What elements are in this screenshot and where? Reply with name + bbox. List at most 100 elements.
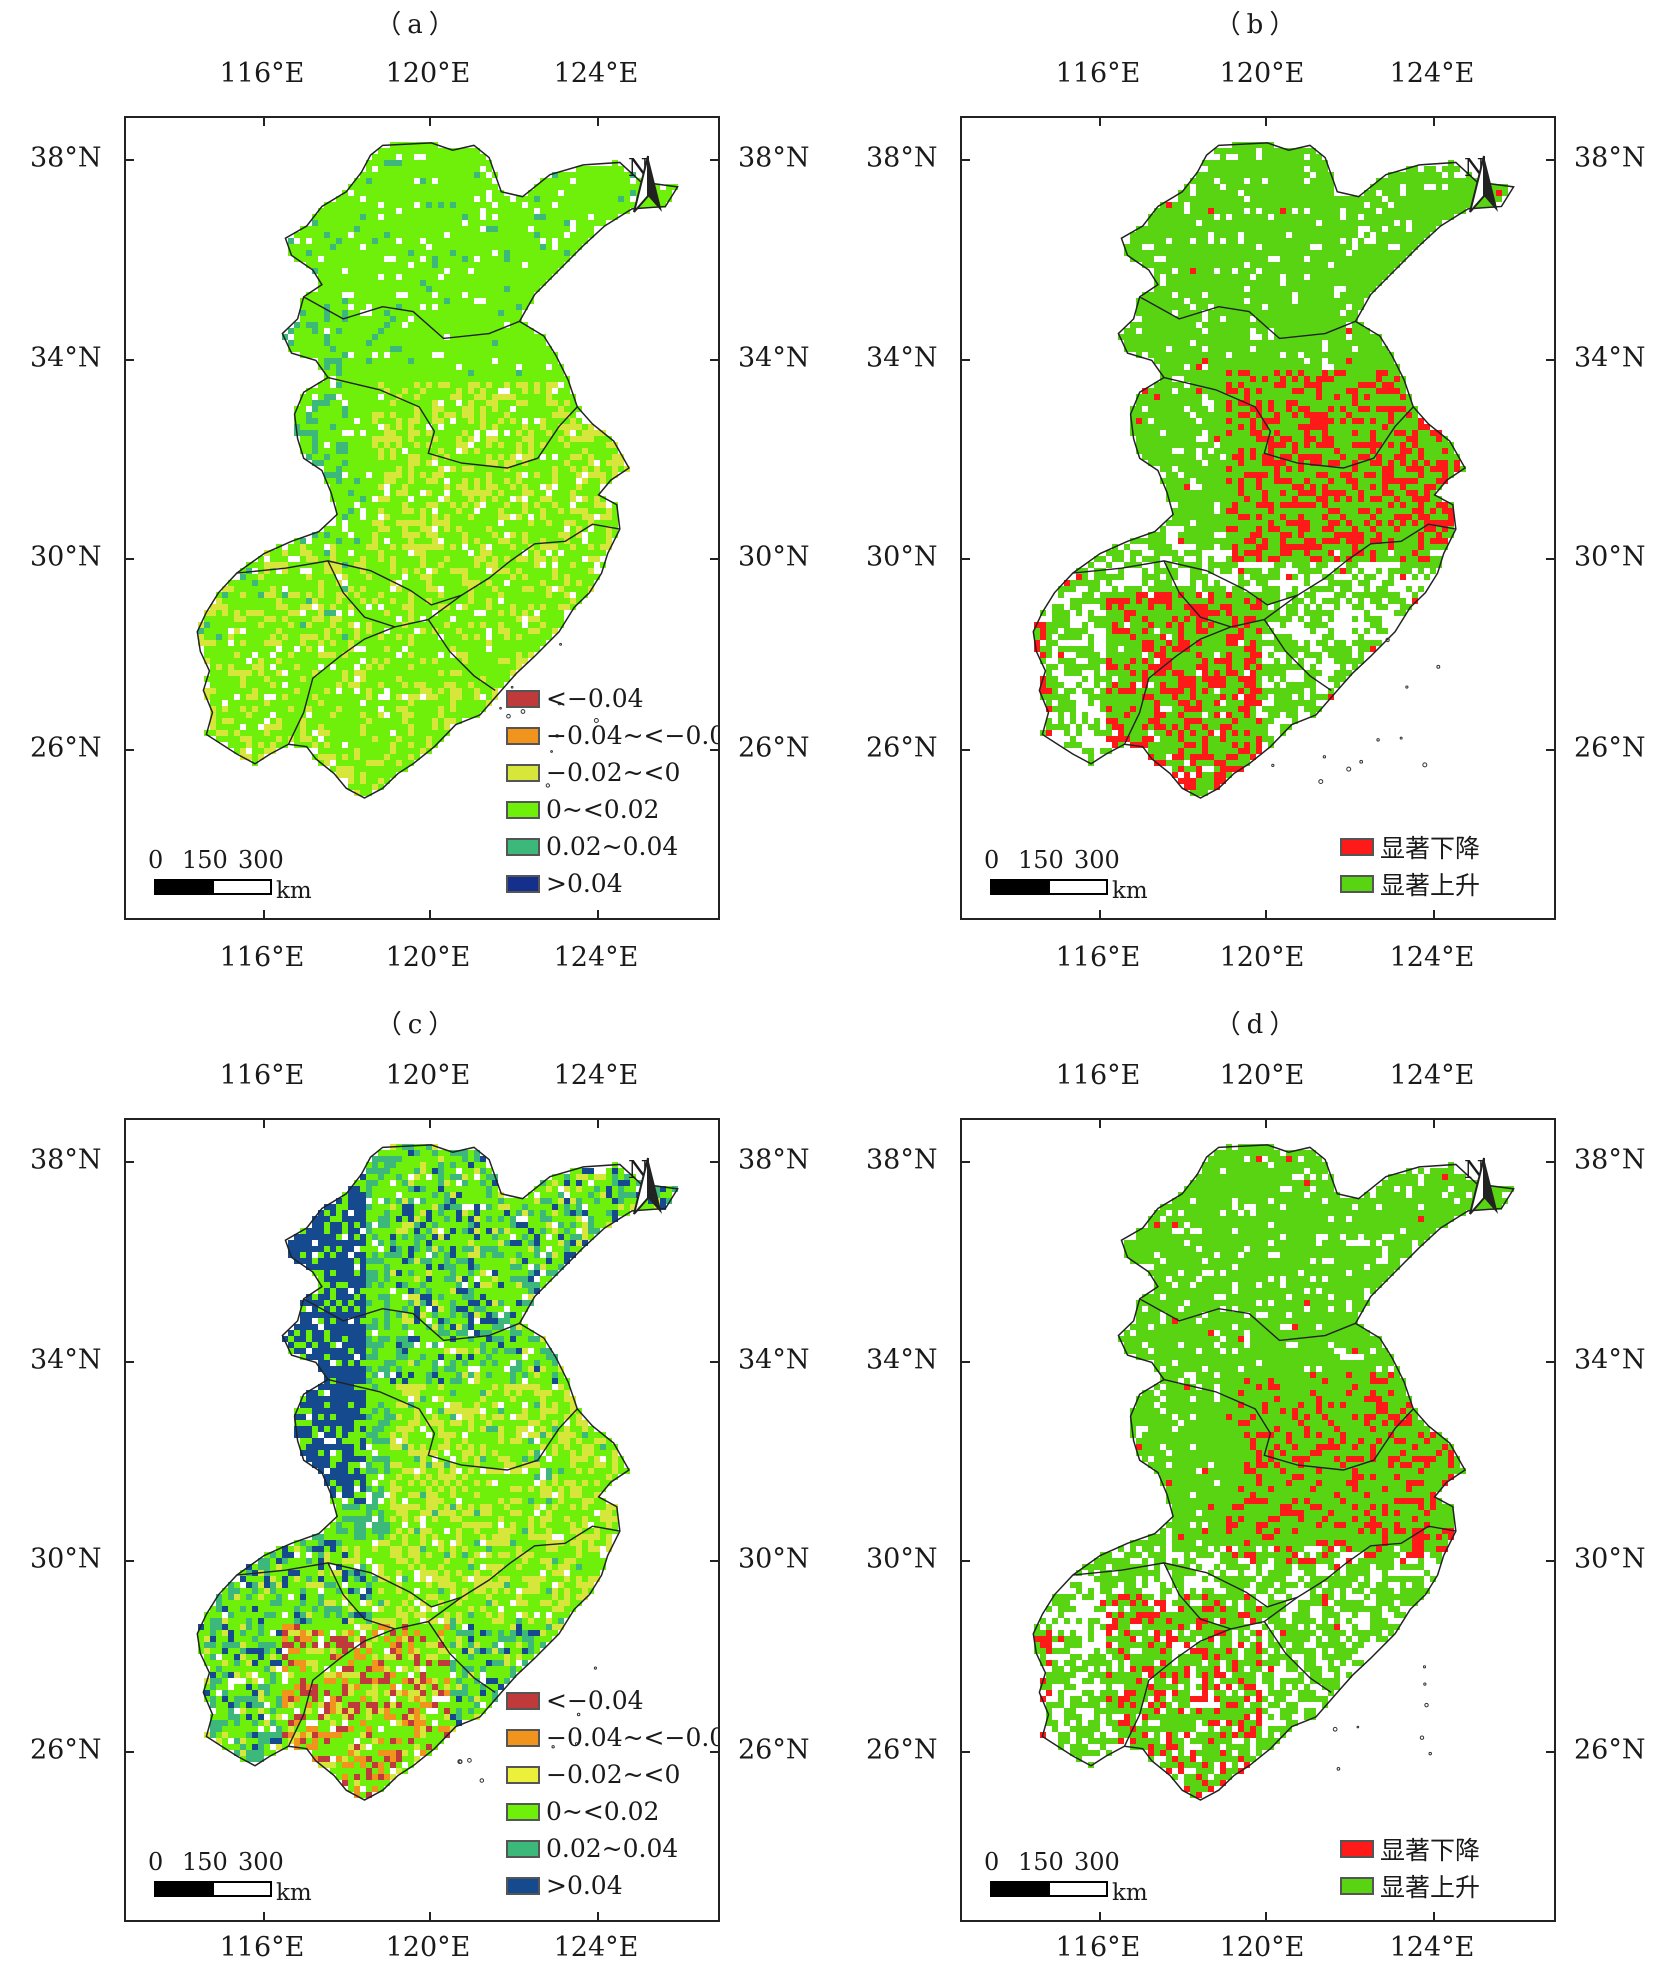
scale-unit: km: [1112, 1880, 1148, 1906]
lat-label-right: 34°N: [1574, 342, 1646, 374]
map-raster: [126, 1120, 718, 1920]
lat-label-left: 30°N: [866, 541, 938, 573]
lat-label-left: 26°N: [866, 732, 938, 764]
lat-label-right: 34°N: [1574, 1344, 1646, 1376]
scale-unit: km: [276, 878, 312, 904]
coastal-island: [551, 1745, 555, 1749]
lat-label-right: 30°N: [1574, 541, 1646, 573]
legend-item: >0.04: [506, 865, 718, 902]
legend-text: 显著上升: [1380, 870, 1481, 900]
north-arrow-icon: [1469, 155, 1498, 213]
lon-label-top: 120°E: [1219, 58, 1305, 89]
coastal-island: [1318, 779, 1324, 785]
lat-label-right: 38°N: [1574, 1144, 1646, 1176]
lat-label-right: 38°N: [1574, 142, 1646, 174]
region-outline: [196, 142, 679, 799]
province-boundary: [303, 1298, 520, 1342]
legend-text: <−0.04: [546, 684, 644, 713]
coastal-island: [1271, 763, 1275, 767]
lon-label-top: 116°E: [219, 1060, 305, 1091]
legend-text: −0.02~<0: [546, 758, 681, 787]
scale-label: 0: [148, 846, 164, 874]
legend-item: −0.04~<−0.02: [506, 717, 718, 754]
legend-item: −0.02~<0: [506, 1756, 718, 1793]
legend-text: 0.02~0.04: [546, 1834, 679, 1863]
coastal-island: [1405, 685, 1409, 689]
province-boundary: [303, 296, 520, 340]
scale-unit: km: [276, 1880, 312, 1906]
map-raster: [126, 118, 718, 918]
panel-label: （d）: [1214, 1010, 1302, 1040]
legend-text: −0.04~<−0.02: [546, 721, 718, 750]
map-frame: N 0 150 300 km 显著下降 显著上升: [960, 1118, 1556, 1922]
legend-text: >0.04: [546, 869, 623, 898]
lon-label-top: 116°E: [1055, 1060, 1141, 1091]
scale-bar: 0 150 300 km: [984, 1848, 1170, 1908]
province-boundary: [1139, 296, 1356, 340]
legend-item: 0~<0.02: [506, 791, 718, 828]
province-boundary: [1163, 1562, 1299, 1630]
legend-item: 显著下降: [1340, 828, 1480, 865]
north-arrow: N: [628, 1156, 662, 1215]
lat-label-right: 38°N: [738, 1144, 810, 1176]
scale-label: 300: [1074, 846, 1120, 874]
coastal-island: [555, 734, 559, 738]
lon-label-bottom: 124°E: [1389, 942, 1475, 973]
scale-bar: 0 150 300 km: [984, 846, 1170, 906]
scale-label: 300: [1074, 1848, 1120, 1876]
coastal-island: [467, 1758, 472, 1763]
legend-item: 显著上升: [1340, 1867, 1480, 1904]
scale-label: 300: [238, 846, 284, 874]
lat-label-left: 38°N: [866, 1144, 938, 1176]
scale-label: 300: [238, 1848, 284, 1876]
lat-label-right: 34°N: [738, 342, 810, 374]
lat-label-left: 34°N: [866, 1344, 938, 1376]
coastal-island: [545, 783, 551, 788]
lon-label-bottom: 124°E: [553, 1932, 639, 1963]
lat-label-left: 38°N: [30, 1144, 102, 1176]
legend-swatch: [506, 1728, 540, 1747]
coastal-island: [1423, 1682, 1427, 1686]
legend-swatch: [506, 837, 540, 856]
panel-label: （b）: [1214, 10, 1302, 40]
raster-cells: [198, 1144, 678, 1798]
region-outline: [1032, 1144, 1515, 1801]
province-boundary: [1163, 376, 1414, 469]
legend-swatch: [506, 1691, 540, 1710]
coastal-island: [559, 642, 563, 646]
lat-label-left: 26°N: [30, 732, 102, 764]
legend-swatch: [506, 726, 540, 745]
province-boundary: [1163, 560, 1299, 628]
coastal-island: [1376, 738, 1380, 742]
coastal-island: [576, 1712, 581, 1717]
coastal-island: [1346, 766, 1352, 772]
map-frame: N 0 150 300 km <−0.04 −0.04~<−0.02 −0.02…: [124, 1118, 720, 1922]
legend-item: <−0.04: [506, 680, 718, 717]
lat-label-right: 26°N: [1574, 732, 1646, 764]
coastal-island: [1359, 759, 1364, 764]
lat-label-right: 30°N: [1574, 1543, 1646, 1575]
legend-text: 0.02~0.04: [546, 832, 679, 861]
province-boundary: [287, 1628, 396, 1747]
legend-swatch: [506, 1802, 540, 1821]
coastal-island: [510, 685, 514, 689]
north-arrow: N: [1464, 154, 1498, 213]
legend-swatch: [1340, 837, 1374, 856]
coastal-island: [1322, 755, 1327, 759]
province-boundary: [1263, 1621, 1332, 1694]
coastal-island: [1436, 664, 1441, 669]
province-boundary: [327, 1378, 578, 1471]
lon-label-top: 120°E: [1219, 1060, 1305, 1091]
province-boundary: [1163, 1378, 1414, 1471]
legend-swatch: [1340, 874, 1374, 893]
north-arrow-icon: [633, 1157, 662, 1215]
coastal-island: [574, 1742, 579, 1746]
coastal-island: [1385, 637, 1390, 643]
legend-swatch: [506, 1876, 540, 1895]
lon-label-bottom: 120°E: [385, 1932, 471, 1963]
legend-text: −0.02~<0: [546, 1760, 681, 1789]
region-outline: [1032, 142, 1515, 799]
lat-label-left: 30°N: [30, 1543, 102, 1575]
north-arrow-icon: [1469, 1157, 1498, 1215]
legend-item: −0.02~<0: [506, 754, 718, 791]
